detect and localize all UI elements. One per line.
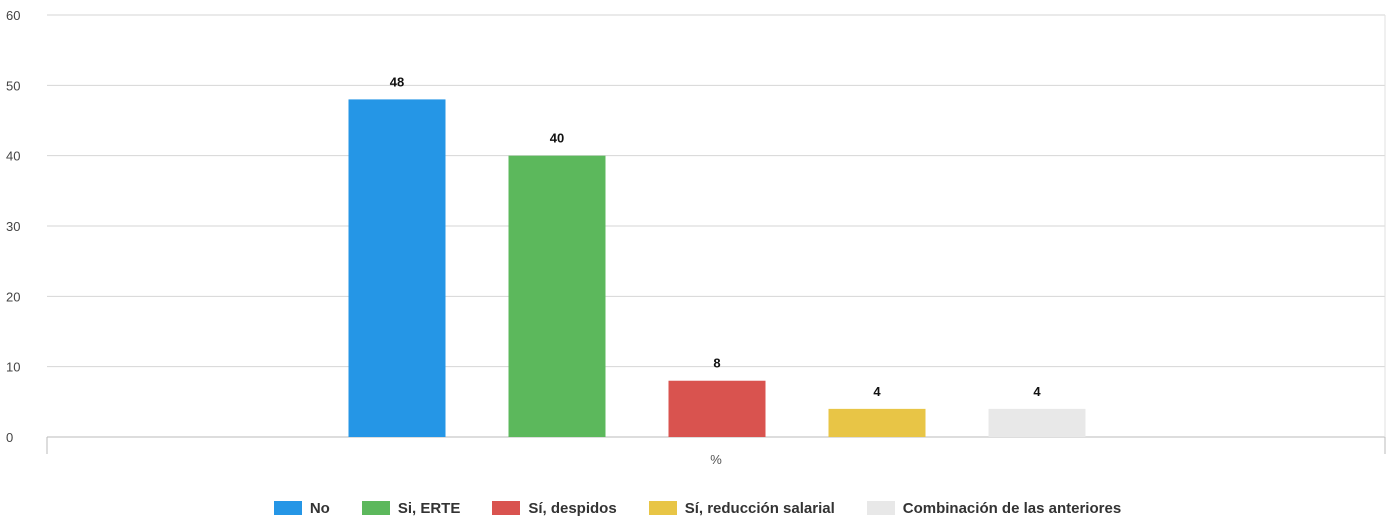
bar-4 <box>828 408 926 437</box>
legend-label: Sí, reducción salarial <box>684 499 835 517</box>
data-label: 40 <box>550 131 564 146</box>
x-axis: % <box>46 437 1386 467</box>
legend-label: Sí, despidos <box>528 499 617 517</box>
bar-2 <box>508 155 606 437</box>
legend-item[interactable]: Si, ERTE <box>361 499 461 517</box>
y-tick-label: 50 <box>6 78 20 93</box>
legend-swatch <box>361 501 390 515</box>
legend-item[interactable]: No <box>273 499 330 517</box>
legend-item[interactable]: Sí, reducción salarial <box>648 499 835 517</box>
legend-swatch <box>866 501 895 515</box>
gridlines <box>47 14 1386 438</box>
legend-item[interactable]: Combinación de las anteriores <box>866 499 1122 517</box>
y-tick-label: 0 <box>6 430 13 445</box>
legend-label: Combinación de las anteriores <box>902 499 1122 517</box>
bar-1 <box>348 99 446 438</box>
legend-label: Si, ERTE <box>397 499 461 517</box>
legend-swatch <box>648 501 677 515</box>
x-category-label: % <box>710 452 722 467</box>
bar-chart: 0 10 20 30 40 50 60 48 40 8 4 4 % <box>6 8 1386 467</box>
data-labels: 48 40 8 4 4 <box>390 74 1042 398</box>
legend-swatch <box>492 501 521 515</box>
y-axis: 0 10 20 30 40 50 60 <box>6 8 20 445</box>
data-label: 8 <box>713 356 720 371</box>
data-label: 4 <box>873 384 881 399</box>
legend-label: No <box>309 499 330 517</box>
legend: No Si, ERTE Sí, despidos Sí, reducción sala… <box>0 497 1395 519</box>
bar-3 <box>668 380 766 437</box>
bars <box>348 99 1086 438</box>
y-tick-label: 40 <box>6 149 20 164</box>
y-tick-label: 10 <box>6 360 20 375</box>
y-tick-label: 20 <box>6 289 20 304</box>
data-label: 48 <box>390 74 404 89</box>
bar-5 <box>988 408 1086 437</box>
y-tick-label: 30 <box>6 219 20 234</box>
legend-item[interactable]: Sí, despidos <box>492 499 617 517</box>
legend-swatch <box>273 501 302 515</box>
data-label: 4 <box>1033 384 1041 399</box>
y-tick-label: 60 <box>6 8 20 23</box>
